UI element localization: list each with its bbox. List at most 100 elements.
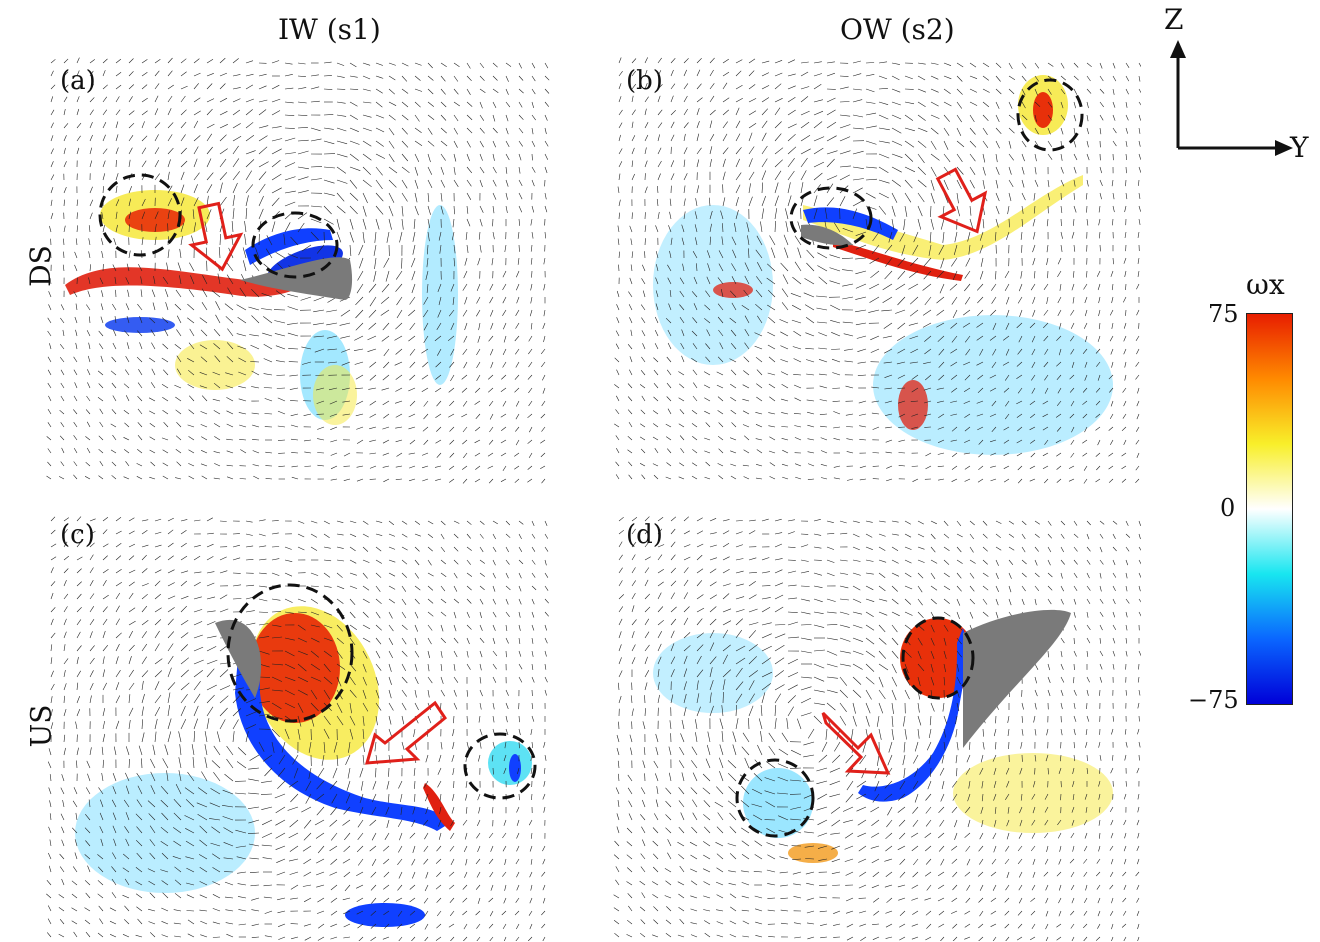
velocity-vector (826, 689, 838, 694)
velocity-vector (349, 218, 354, 230)
velocity-vector (904, 179, 913, 189)
velocity-vector (784, 247, 789, 259)
velocity-vector (375, 598, 382, 605)
velocity-vector (1099, 244, 1101, 252)
velocity-vector (167, 210, 170, 220)
velocity-vector (255, 247, 260, 259)
velocity-vector (794, 397, 802, 402)
velocity-vector (820, 437, 828, 441)
velocity-vector (275, 845, 286, 850)
velocity-vector (1123, 819, 1127, 826)
velocity-vector (667, 329, 672, 337)
velocity-vector (304, 465, 312, 467)
velocity-vector (491, 754, 494, 762)
velocity-vector (437, 309, 442, 318)
velocity-vector (317, 897, 325, 903)
velocity-vector (1008, 101, 1013, 109)
velocity-vector (704, 318, 711, 324)
velocity-vector (102, 186, 104, 194)
velocity-vector (148, 813, 156, 821)
velocity-vector (206, 58, 214, 64)
velocity-vector (528, 452, 533, 459)
velocity-vector (981, 793, 984, 802)
velocity-vector (768, 412, 776, 415)
velocity-vector (371, 858, 377, 866)
velocity-vector (730, 383, 737, 389)
velocity-vector (436, 923, 442, 929)
velocity-vector (193, 184, 198, 194)
velocity-vector (956, 520, 962, 527)
velocity-vector (167, 555, 174, 561)
velocity-vector (917, 715, 922, 726)
velocity-vector (76, 708, 81, 717)
velocity-vector (258, 195, 264, 207)
velocity-vector (903, 767, 906, 779)
velocity-vector (87, 773, 91, 782)
velocity-vector (705, 758, 711, 769)
velocity-vector (492, 218, 494, 227)
velocity-vector (678, 800, 685, 808)
velocity-vector (1112, 637, 1116, 644)
velocity-vector (787, 170, 795, 181)
velocity-vector (290, 413, 299, 417)
velocity-vector (787, 695, 797, 704)
velocity-vector (839, 637, 851, 642)
velocity-vector (303, 858, 312, 865)
velocity-vector (1125, 611, 1128, 618)
velocity-vector (505, 192, 508, 200)
velocity-vector (904, 75, 913, 80)
velocity-vector (1085, 741, 1088, 748)
velocity-vector (297, 176, 309, 181)
velocity-vector (1008, 192, 1012, 202)
velocity-vector (154, 70, 160, 77)
velocity-vector (188, 342, 195, 350)
velocity-vector (395, 400, 403, 404)
velocity-vector (528, 400, 533, 407)
velocity-vector (330, 923, 338, 927)
velocity-vector (251, 923, 260, 926)
velocity-vector (891, 715, 894, 728)
velocity-vector (839, 611, 850, 615)
velocity-vector (943, 546, 950, 552)
velocity-vector (112, 852, 117, 860)
velocity-vector (223, 827, 234, 834)
velocity-vector (680, 448, 685, 454)
velocity-vector (1109, 806, 1114, 813)
velocity-vector (1086, 179, 1089, 187)
velocity-vector (50, 529, 56, 535)
velocity-vector (1057, 270, 1062, 278)
velocity-vector (466, 637, 470, 645)
velocity-vector (193, 555, 201, 561)
velocity-vector (845, 793, 854, 803)
velocity-vector (362, 127, 372, 132)
velocity-vector (297, 676, 309, 683)
velocity-vector (213, 343, 221, 350)
velocity-vector (304, 451, 312, 454)
velocity-vector (370, 923, 377, 929)
velocity-vector (878, 101, 889, 105)
velocity-vector (1021, 62, 1027, 69)
velocity-vector (154, 619, 162, 626)
velocity-vector (913, 231, 919, 243)
velocity-vector (1034, 676, 1037, 684)
velocity-vector (99, 461, 104, 467)
velocity-vector (818, 359, 828, 363)
velocity-vector (839, 165, 851, 168)
velocity-vector (1125, 689, 1127, 696)
velocity-vector (530, 218, 533, 226)
velocity-vector (1058, 322, 1062, 330)
velocity-vector (238, 909, 247, 912)
velocity-vector (449, 910, 455, 917)
velocity-vector (541, 871, 546, 877)
velocity-vector (917, 533, 925, 538)
velocity-vector (617, 760, 620, 769)
velocity-vector (314, 348, 325, 353)
velocity-vector (102, 594, 109, 600)
velocity-vector (870, 806, 880, 813)
velocity-vector (310, 663, 321, 671)
velocity-vector (924, 400, 932, 404)
velocity-vector (943, 676, 946, 686)
velocity-vector (330, 832, 338, 841)
velocity-vector (310, 689, 318, 700)
velocity-vector (855, 296, 867, 300)
